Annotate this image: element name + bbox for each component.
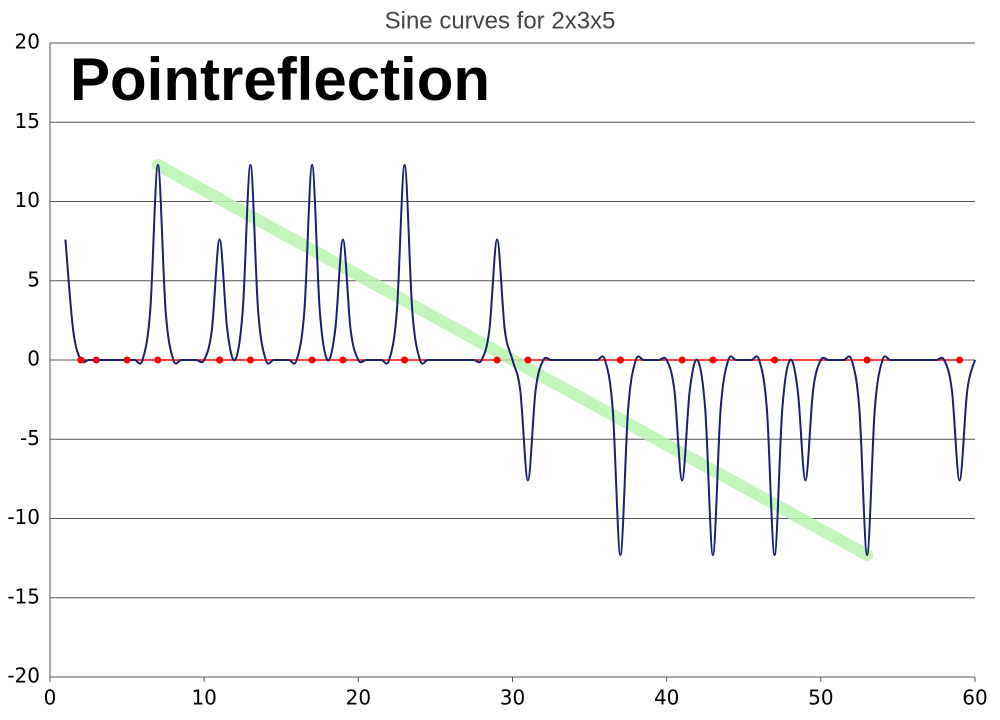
point-marker <box>709 356 717 364</box>
point-marker <box>339 356 347 364</box>
y-tick-label: -20 <box>7 664 40 688</box>
point-marker <box>678 356 686 364</box>
point-marker <box>154 356 162 364</box>
x-tick-label: 20 <box>346 686 371 710</box>
y-tick-label: 0 <box>27 347 40 371</box>
y-tick-label: -15 <box>7 584 40 608</box>
y-tick-label: -10 <box>7 505 40 529</box>
x-tick-label: 10 <box>191 686 216 710</box>
y-tick-label: -5 <box>20 426 40 450</box>
x-tick-label: 40 <box>654 686 679 710</box>
point-marker <box>524 356 532 364</box>
x-tick-label: 0 <box>44 686 57 710</box>
y-tick-label: 5 <box>27 267 40 291</box>
series-line <box>64 164 976 556</box>
point-marker <box>308 356 316 364</box>
point-marker <box>123 356 131 364</box>
point-marker <box>616 356 624 364</box>
y-tick-label: 15 <box>15 109 40 133</box>
point-marker <box>401 356 409 364</box>
x-tick-label: 60 <box>962 686 987 710</box>
x-tick-label: 30 <box>500 686 525 710</box>
y-tick-label: 20 <box>15 30 40 54</box>
y-tick-label: 10 <box>15 188 40 212</box>
x-tick-label: 50 <box>808 686 833 710</box>
point-marker <box>771 356 779 364</box>
point-marker <box>216 356 224 364</box>
point-marker <box>92 356 100 364</box>
point-marker <box>246 356 254 364</box>
point-marker <box>956 356 964 364</box>
point-marker <box>77 356 85 364</box>
point-marker <box>493 356 501 364</box>
point-marker <box>863 356 871 364</box>
chart-title: Sine curves for 2x3x5 <box>385 7 616 34</box>
annotation: Pointreflection <box>70 46 490 113</box>
